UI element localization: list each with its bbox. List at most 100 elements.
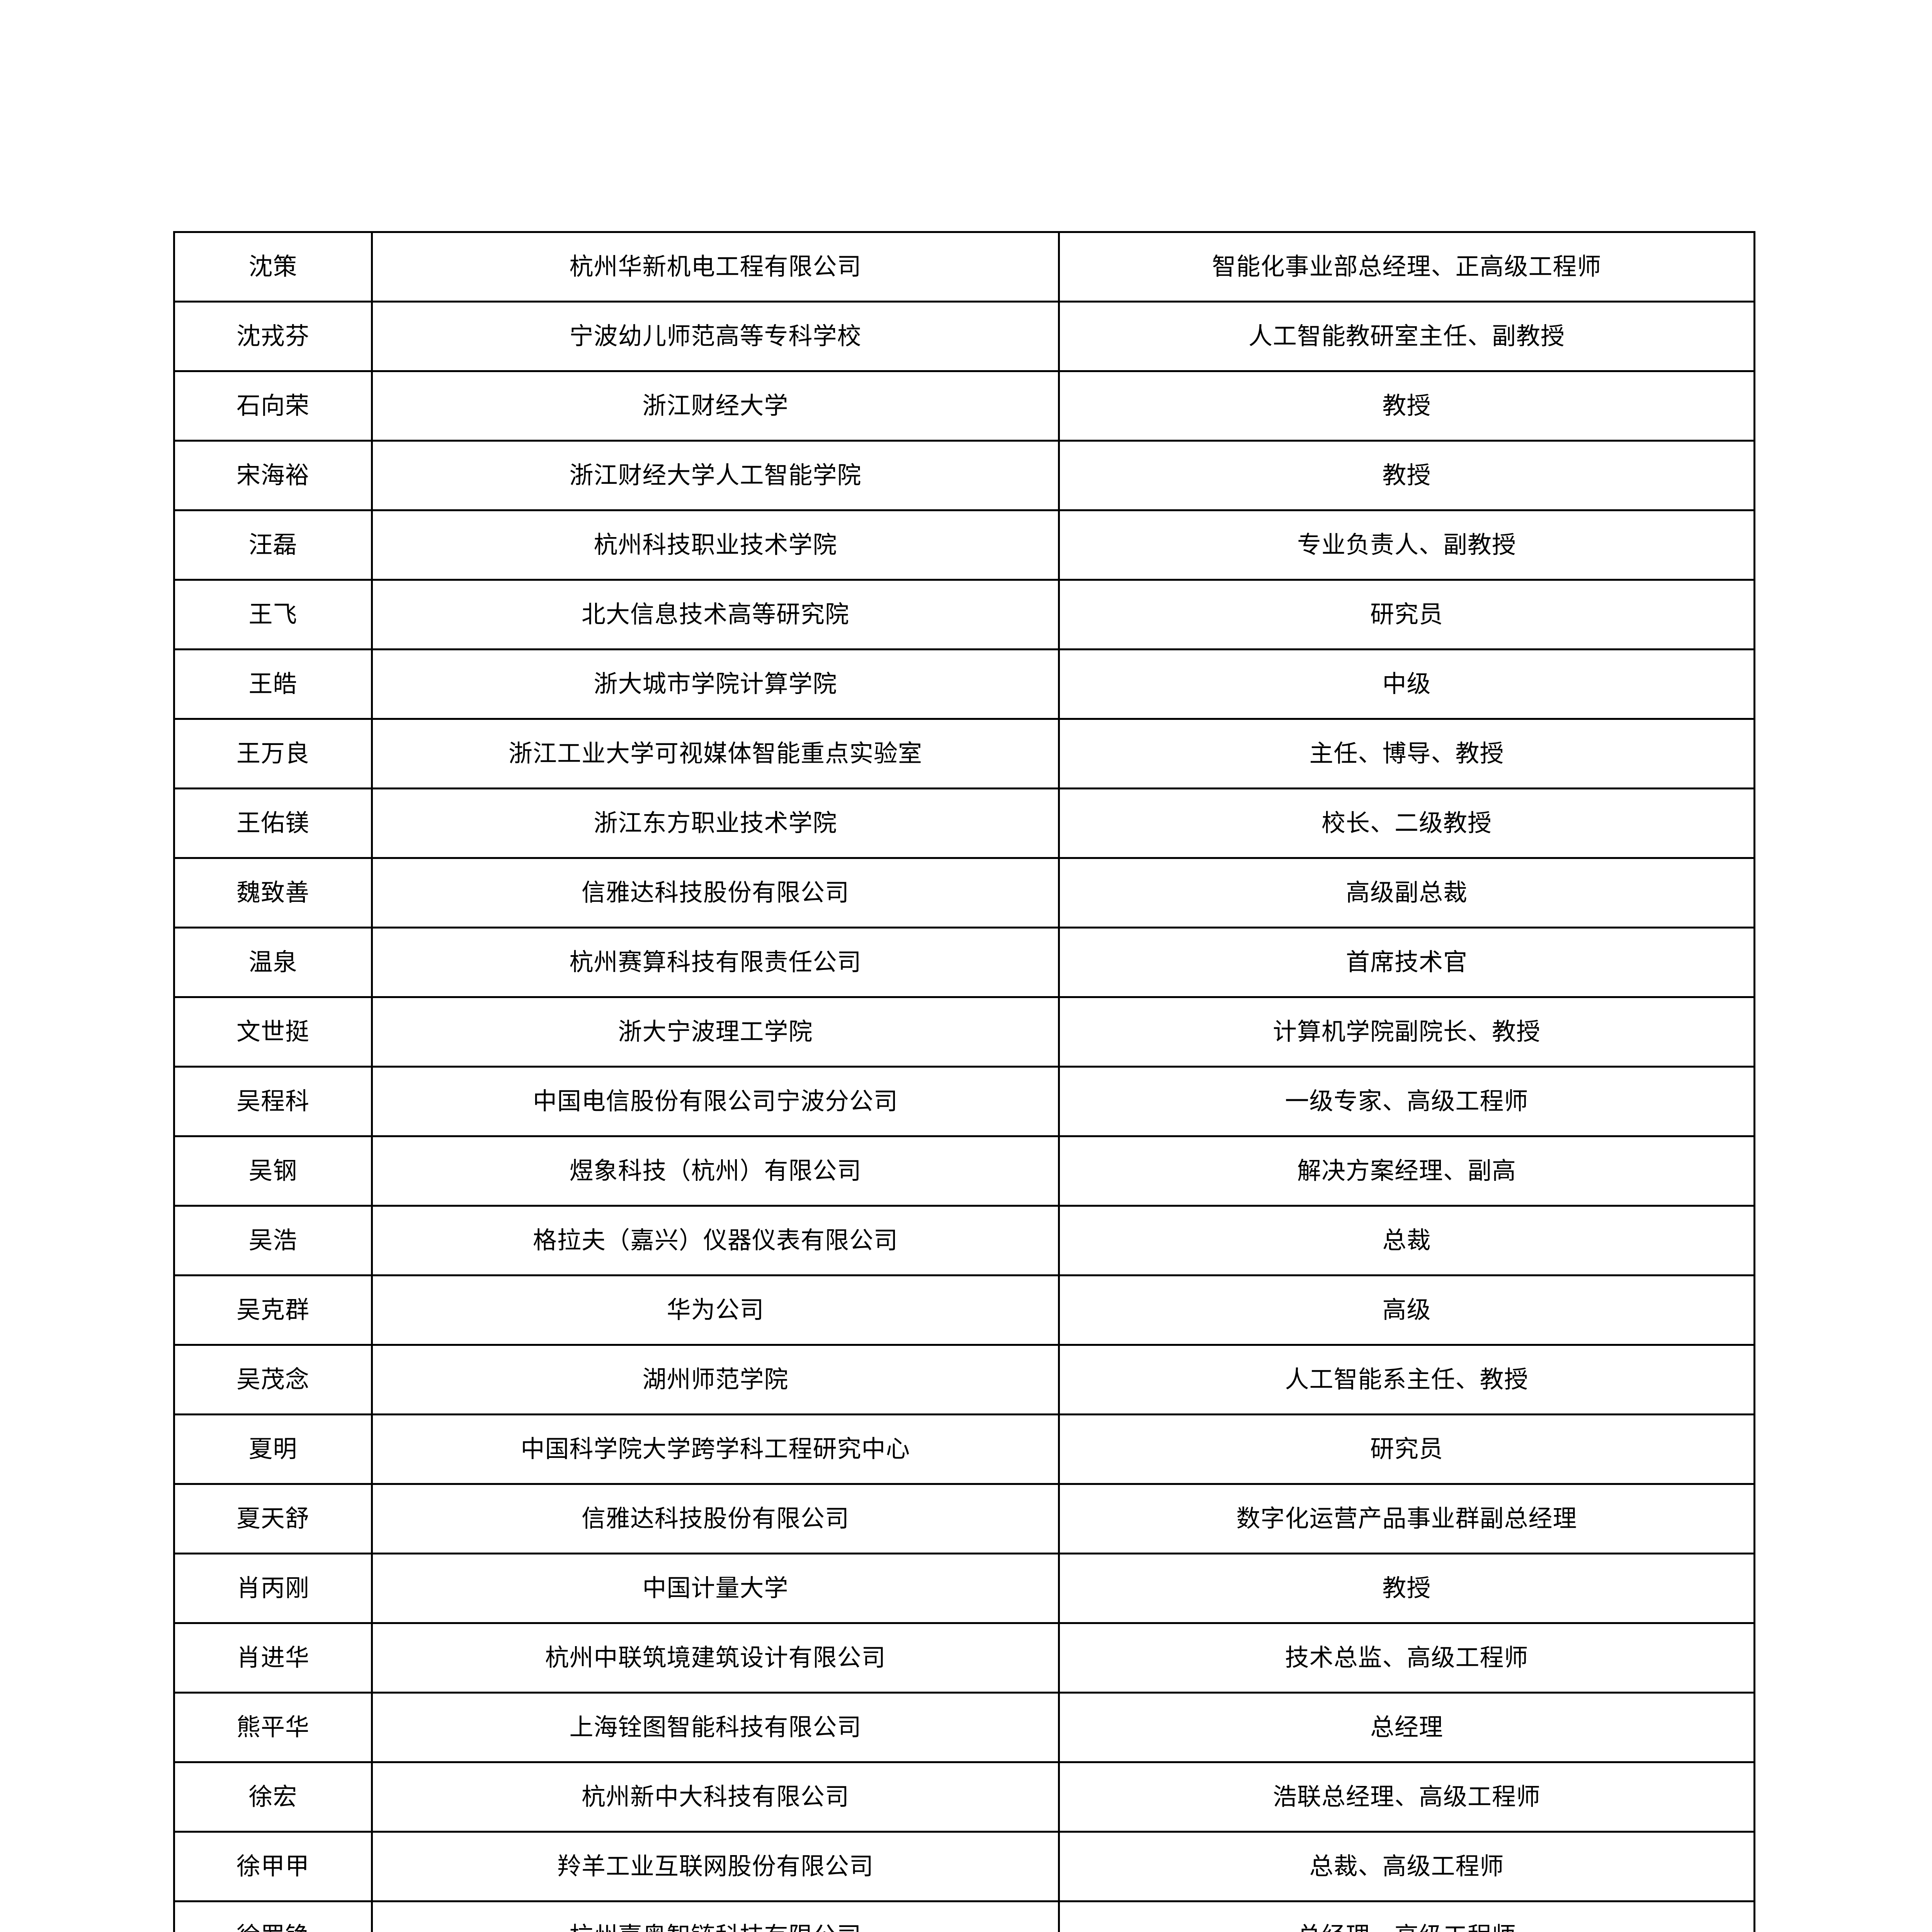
cell-title: 浩联总经理、高级工程师	[1058, 1761, 1755, 1833]
cell-name: 夏明	[173, 1413, 373, 1485]
table-row: 石向荣 浙江财经大学 教授	[173, 370, 1755, 442]
cell-name: 汪磊	[173, 509, 373, 581]
cell-organization: 上海铨图智能科技有限公司	[371, 1692, 1060, 1763]
cell-title: 人工智能教研室主任、副教授	[1058, 301, 1755, 372]
cell-organization: 浙江东方职业技术学院	[371, 787, 1060, 859]
cell-name: 徐宏	[173, 1761, 373, 1833]
cell-organization: 信雅达科技股份有限公司	[371, 1483, 1060, 1554]
cell-name: 夏天舒	[173, 1483, 373, 1554]
cell-organization: 煜象科技（杭州）有限公司	[371, 1135, 1060, 1207]
cell-title: 总裁	[1058, 1205, 1755, 1276]
cell-title: 教授	[1058, 440, 1755, 511]
cell-organization: 杭州赛算科技有限责任公司	[371, 927, 1060, 998]
roster-table-body: 沈策 杭州华新机电工程有限公司 智能化事业部总经理、正高级工程师 沈戎芬 宁波幼儿师范高…	[173, 231, 1755, 1932]
cell-name: 沈策	[173, 231, 373, 303]
cell-name: 王万良	[173, 718, 373, 789]
cell-organization: 杭州科技职业技术学院	[371, 509, 1060, 581]
table-row: 吴钢 煜象科技（杭州）有限公司 解决方案经理、副高	[173, 1135, 1755, 1207]
cell-organization: 浙大宁波理工学院	[371, 996, 1060, 1068]
cell-name: 吴钢	[173, 1135, 373, 1207]
table-row: 徐宏 杭州新中大科技有限公司 浩联总经理、高级工程师	[173, 1761, 1755, 1833]
cell-title: 总经理、高级工程师	[1058, 1900, 1755, 1932]
cell-title: 高级	[1058, 1274, 1755, 1346]
cell-title: 首席技术官	[1058, 927, 1755, 998]
cell-organization: 宁波幼儿师范高等专科学校	[371, 301, 1060, 372]
cell-title: 研究员	[1058, 579, 1755, 650]
table-row: 肖丙刚 中国计量大学 教授	[173, 1553, 1755, 1624]
table-row: 魏致善 信雅达科技股份有限公司 高级副总裁	[173, 857, 1755, 929]
cell-name: 王飞	[173, 579, 373, 650]
cell-title: 技术总监、高级工程师	[1058, 1622, 1755, 1694]
cell-title: 教授	[1058, 370, 1755, 442]
cell-organization: 华为公司	[371, 1274, 1060, 1346]
roster-table: 沈策 杭州华新机电工程有限公司 智能化事业部总经理、正高级工程师 沈戎芬 宁波幼儿师范高…	[173, 231, 1755, 1932]
cell-organization: 信雅达科技股份有限公司	[371, 857, 1060, 929]
table-row: 王万良 浙江工业大学可视媒体智能重点实验室 主任、博导、教授	[173, 718, 1755, 789]
table-row: 王飞 北大信息技术高等研究院 研究员	[173, 579, 1755, 650]
cell-name: 王佑镁	[173, 787, 373, 859]
cell-title: 数字化运营产品事业群副总经理	[1058, 1483, 1755, 1554]
cell-name: 吴茂念	[173, 1344, 373, 1415]
cell-title: 总经理	[1058, 1692, 1755, 1763]
cell-organization: 杭州新中大科技有限公司	[371, 1761, 1060, 1833]
cell-title: 专业负责人、副教授	[1058, 509, 1755, 581]
cell-title: 智能化事业部总经理、正高级工程师	[1058, 231, 1755, 303]
table-row: 沈策 杭州华新机电工程有限公司 智能化事业部总经理、正高级工程师	[173, 231, 1755, 303]
cell-title: 主任、博导、教授	[1058, 718, 1755, 789]
cell-name: 沈戎芬	[173, 301, 373, 372]
cell-organization: 羚羊工业互联网股份有限公司	[371, 1831, 1060, 1902]
cell-title: 人工智能系主任、教授	[1058, 1344, 1755, 1415]
cell-organization: 中国计量大学	[371, 1553, 1060, 1624]
cell-title: 中级	[1058, 648, 1755, 720]
cell-organization: 浙大城市学院计算学院	[371, 648, 1060, 720]
table-row: 徐罗铮杭州嘉奥智链科技有限公司总经理、高级工程师	[173, 1900, 1755, 1932]
cell-organization: 格拉夫（嘉兴）仪器仪表有限公司	[371, 1205, 1060, 1276]
table-row: 肖进华 杭州中联筑境建筑设计有限公司 技术总监、高级工程师	[173, 1622, 1755, 1694]
cell-name: 徐甲甲	[173, 1831, 373, 1902]
cell-name: 宋海裕	[173, 440, 373, 511]
cell-title: 一级专家、高级工程师	[1058, 1066, 1755, 1137]
table-row: 宋海裕 浙江财经大学人工智能学院 教授	[173, 440, 1755, 511]
table-row: 徐甲甲 羚羊工业互联网股份有限公司 总裁、高级工程师	[173, 1831, 1755, 1902]
cell-title: 教授	[1058, 1553, 1755, 1624]
cell-name: 魏致善	[173, 857, 373, 929]
table-row: 吴浩 格拉夫（嘉兴）仪器仪表有限公司 总裁	[173, 1205, 1755, 1276]
cell-name: 吴浩	[173, 1205, 373, 1276]
cell-organization: 浙江工业大学可视媒体智能重点实验室	[371, 718, 1060, 789]
cell-name: 吴克群	[173, 1274, 373, 1346]
cell-name: 温泉	[173, 927, 373, 998]
table-row: 熊平华 上海铨图智能科技有限公司 总经理	[173, 1692, 1755, 1763]
cell-title: 高级副总裁	[1058, 857, 1755, 929]
cell-organization: 浙江财经大学人工智能学院	[371, 440, 1060, 511]
table-row: 王皓 浙大城市学院计算学院 中级	[173, 648, 1755, 720]
table-row: 夏天舒 信雅达科技股份有限公司 数字化运营产品事业群副总经理	[173, 1483, 1755, 1554]
cell-organization: 中国电信股份有限公司宁波分公司	[371, 1066, 1060, 1137]
cell-organization: 浙江财经大学	[371, 370, 1060, 442]
table-row: 吴克群 华为公司 高级	[173, 1274, 1755, 1346]
cell-name: 文世挺	[173, 996, 373, 1068]
table-row: 汪磊 杭州科技职业技术学院 专业负责人、副教授	[173, 509, 1755, 581]
cell-title: 校长、二级教授	[1058, 787, 1755, 859]
cell-title: 计算机学院副院长、教授	[1058, 996, 1755, 1068]
table-row: 吴茂念 湖州师范学院 人工智能系主任、教授	[173, 1344, 1755, 1415]
cell-organization: 湖州师范学院	[371, 1344, 1060, 1415]
cell-organization: 杭州华新机电工程有限公司	[371, 231, 1060, 303]
cell-organization: 杭州中联筑境建筑设计有限公司	[371, 1622, 1060, 1694]
table-row: 文世挺 浙大宁波理工学院 计算机学院副院长、教授	[173, 996, 1755, 1068]
table-row: 沈戎芬 宁波幼儿师范高等专科学校 人工智能教研室主任、副教授	[173, 301, 1755, 372]
cell-organization: 杭州嘉奥智链科技有限公司	[371, 1900, 1060, 1932]
cell-organization: 中国科学院大学跨学科工程研究中心	[371, 1413, 1060, 1485]
table-row: 温泉 杭州赛算科技有限责任公司 首席技术官	[173, 927, 1755, 998]
cell-title: 总裁、高级工程师	[1058, 1831, 1755, 1902]
cell-name: 肖丙刚	[173, 1553, 373, 1624]
cell-organization: 北大信息技术高等研究院	[371, 579, 1060, 650]
cell-title: 解决方案经理、副高	[1058, 1135, 1755, 1207]
table-row: 王佑镁 浙江东方职业技术学院 校长、二级教授	[173, 787, 1755, 859]
cell-name: 王皓	[173, 648, 373, 720]
cell-name: 徐罗铮	[173, 1900, 373, 1932]
cell-title: 研究员	[1058, 1413, 1755, 1485]
cell-name: 熊平华	[173, 1692, 373, 1763]
cell-name: 肖进华	[173, 1622, 373, 1694]
table-row: 夏明 中国科学院大学跨学科工程研究中心 研究员	[173, 1413, 1755, 1485]
